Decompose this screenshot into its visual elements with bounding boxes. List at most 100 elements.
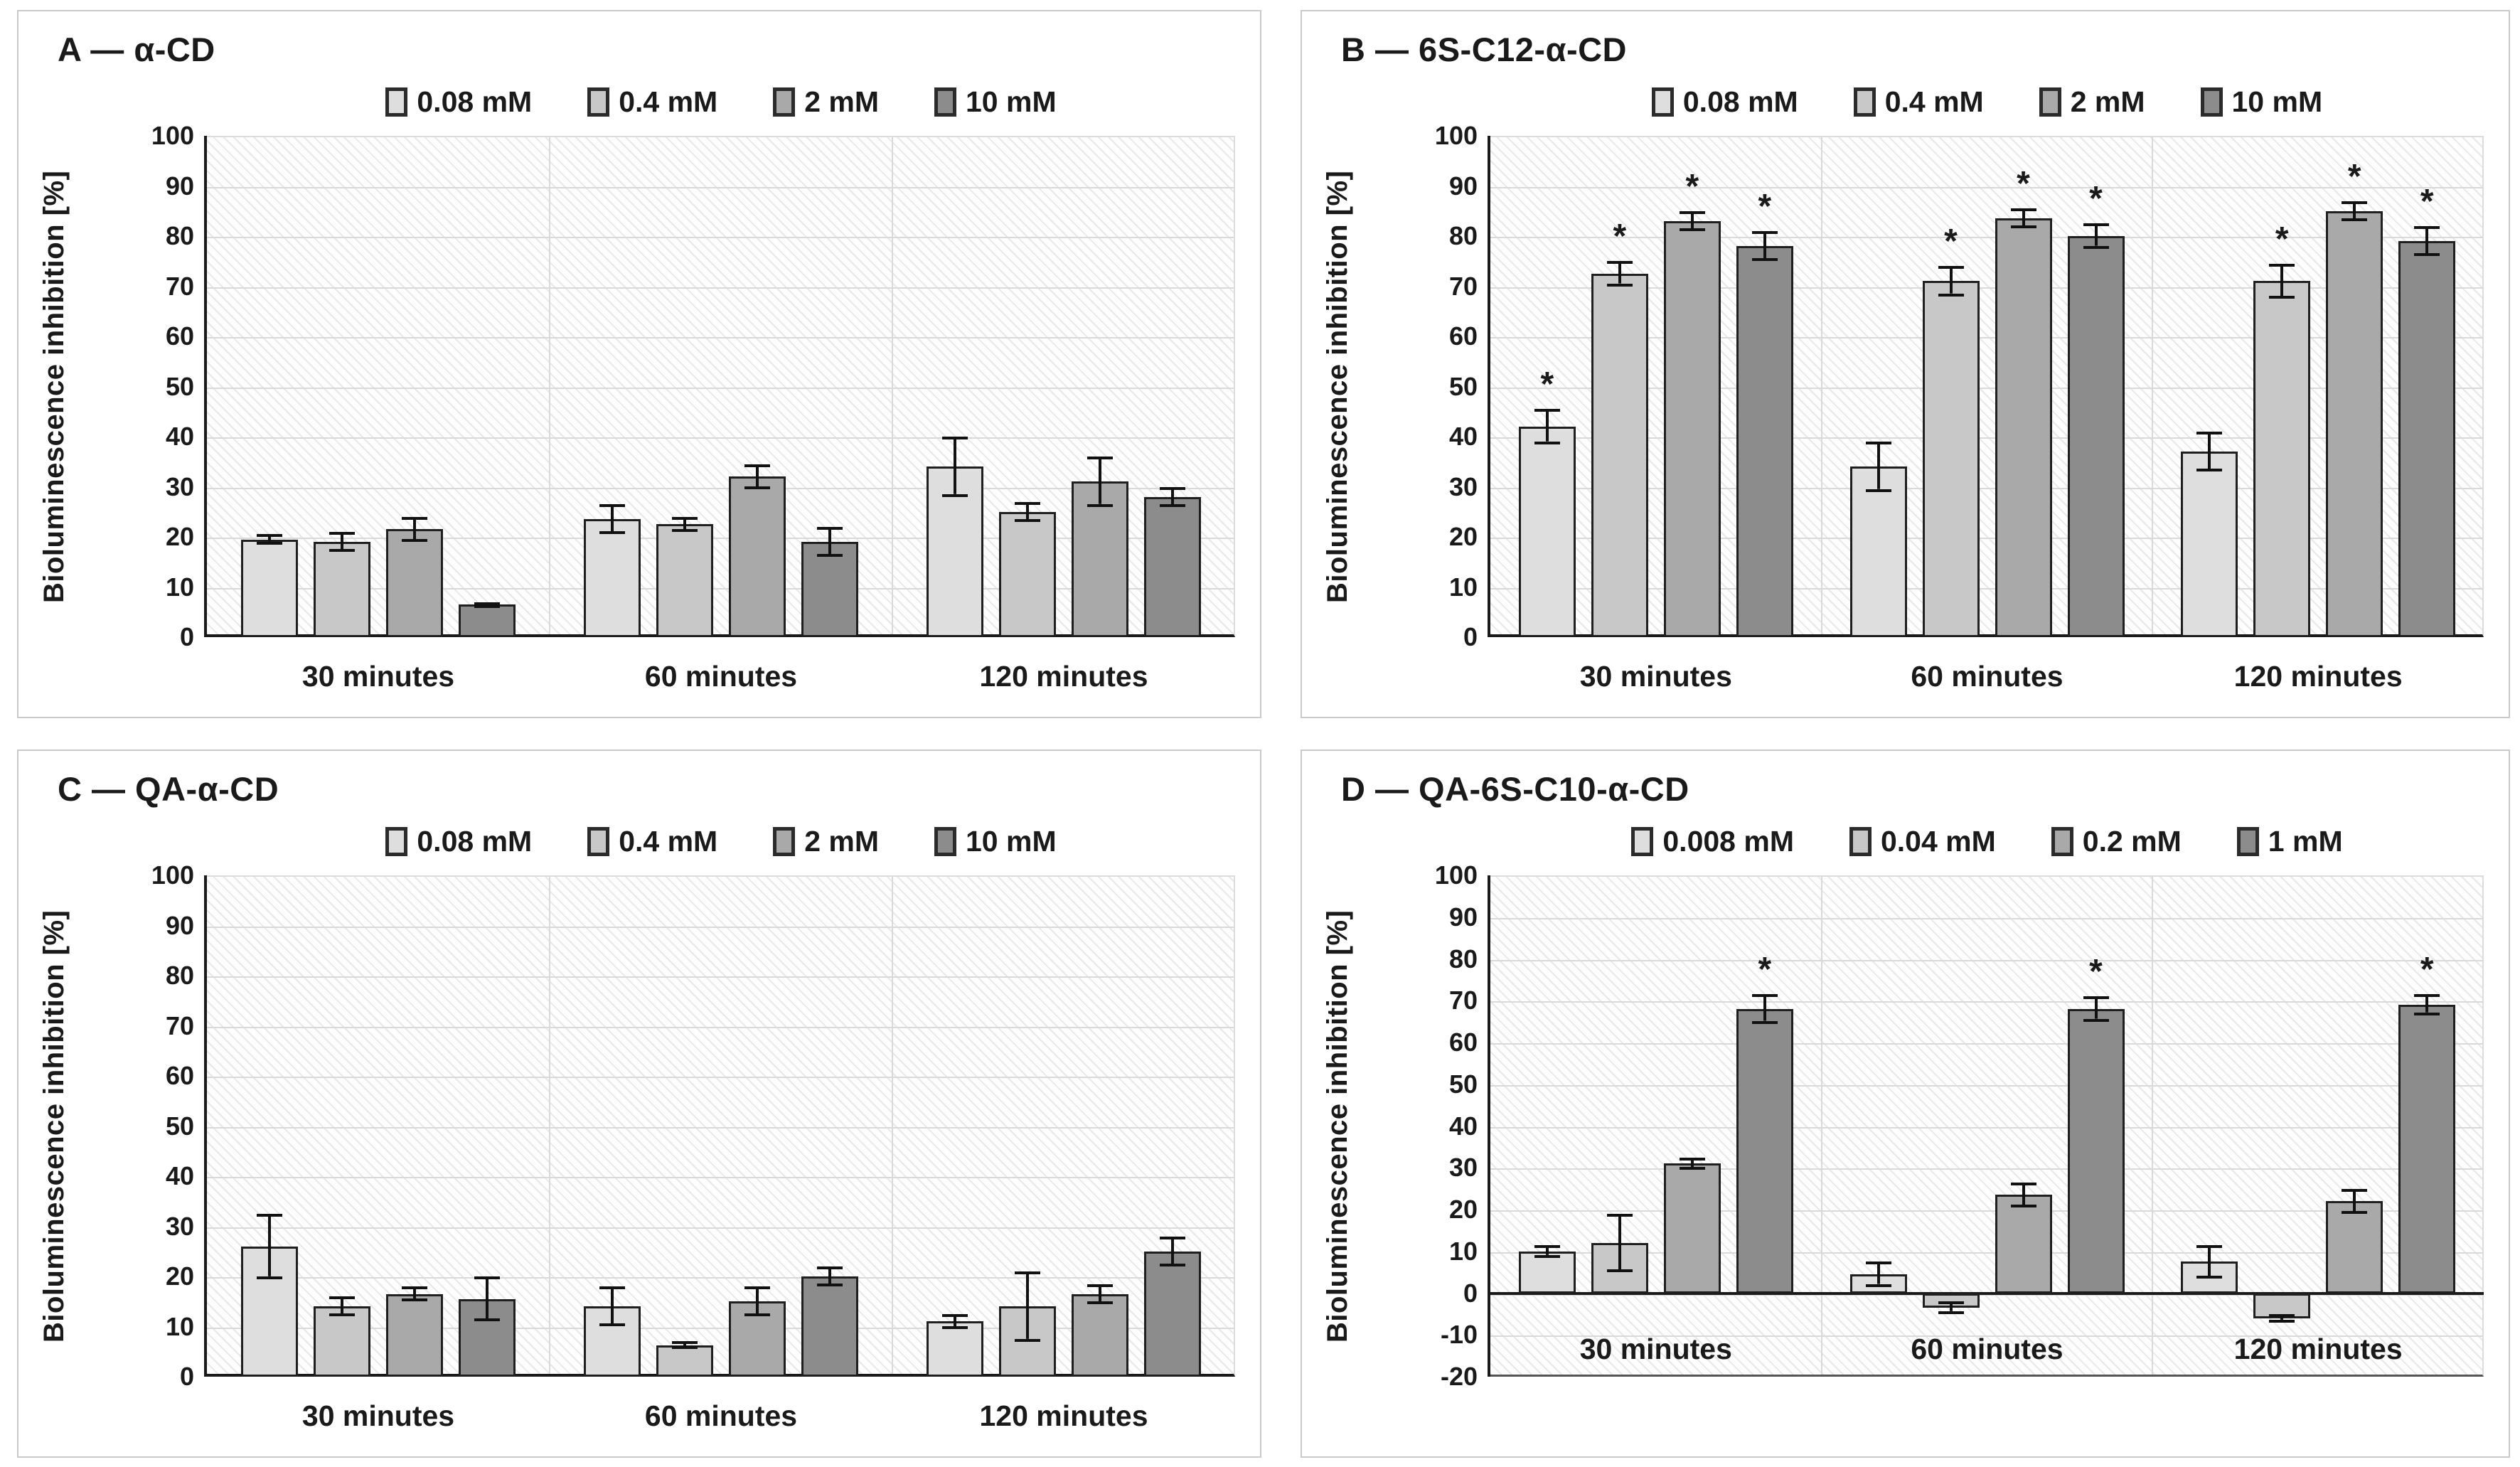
error-bar	[1087, 1284, 1113, 1304]
significance-star: *	[2347, 157, 2361, 196]
gridline-h	[207, 976, 1234, 978]
legend-item: 0.08 mM	[385, 85, 532, 119]
y-tick-label: 100	[151, 121, 194, 150]
error-bar	[1160, 1236, 1185, 1266]
y-tick-label: 100	[1434, 860, 1478, 890]
legend-label: 2 mM	[2070, 85, 2145, 118]
y-tick-label: 60	[1448, 1028, 1478, 1057]
bar	[1072, 481, 1128, 637]
gridline-h	[1490, 186, 2482, 188]
bar	[2326, 210, 2383, 637]
y-tick-label: 50	[165, 371, 194, 401]
panel-title: C — QA-α-CD	[58, 770, 279, 808]
error-bar	[329, 1296, 355, 1317]
bar	[1518, 1251, 1576, 1293]
plot-area	[1490, 136, 2484, 637]
bar	[1144, 1251, 1201, 1377]
gridline-h	[207, 487, 1234, 489]
y-tick-label: 90	[1448, 902, 1478, 932]
y-axis-line	[1488, 875, 1490, 1377]
legend-swatch	[1849, 827, 1872, 856]
gridline-h	[1490, 287, 2482, 289]
y-tick-label: 40	[165, 1161, 194, 1190]
category-label: 60 minutes	[644, 660, 798, 693]
category-label: 30 minutes	[1579, 1333, 1732, 1365]
legend: 0.08 mM 0.4 mM 2 mM 10 mM	[207, 825, 1235, 858]
y-tick-label: 90	[1448, 171, 1478, 201]
legend-swatch	[587, 827, 610, 856]
legend-swatch	[1651, 87, 1674, 117]
error-bar	[329, 531, 355, 553]
legend-item: 0.4 mM	[587, 825, 717, 858]
legend-swatch	[2051, 827, 2073, 856]
y-axis-line	[204, 875, 207, 1377]
gridline-h	[207, 1327, 1234, 1329]
y-tick-label: 0	[1463, 1278, 1478, 1308]
gridline-h	[1490, 917, 2482, 919]
y-tick-label: 70	[165, 271, 194, 301]
legend-item: 2 mM	[2039, 85, 2145, 119]
bar	[2067, 1009, 2125, 1293]
y-tick-label: 0	[179, 1362, 194, 1391]
category-label: 60 minutes	[1911, 1333, 2063, 1365]
bar	[1736, 1009, 1793, 1293]
significance-star: *	[2420, 951, 2434, 989]
error-bar	[1865, 442, 1891, 492]
significance-star: *	[2017, 165, 2030, 203]
legend-label: 10 mM	[966, 825, 1057, 858]
significance-star: *	[1944, 223, 1958, 261]
bar	[386, 1293, 443, 1377]
legend-swatch	[385, 87, 408, 117]
significance-star: *	[1685, 167, 1699, 206]
y-axis-title: Bioluminescence inhibition [%]	[38, 170, 70, 603]
y-tick-label: 90	[165, 910, 194, 940]
legend-swatch	[773, 827, 796, 856]
gridline-h	[207, 1277, 1234, 1279]
gridline-h	[1490, 337, 2482, 338]
legend-item: 0.2 mM	[2051, 825, 2182, 858]
y-tick-label: 30	[165, 1211, 194, 1241]
category-label: 120 minutes	[2233, 1333, 2403, 1365]
gridline-h	[1490, 587, 2482, 590]
legend-item: 0.04 mM	[1849, 825, 1996, 858]
y-tick-label: 100	[1434, 121, 1478, 150]
gridline-v	[892, 877, 893, 1374]
y-tick-label: 70	[1448, 986, 1478, 1015]
bar	[2398, 1005, 2456, 1293]
bar	[1736, 246, 1793, 637]
gridline-v	[1820, 137, 1822, 634]
y-axis-line	[1488, 136, 1490, 637]
error-bar	[599, 1286, 625, 1327]
y-tick-label: 40	[1448, 422, 1478, 451]
bar	[801, 1276, 858, 1377]
legend-swatch	[587, 87, 610, 117]
bar	[2326, 1201, 2383, 1293]
legend-label: 0.4 mM	[619, 85, 718, 118]
gridline-h	[1490, 538, 2482, 539]
chart-panel-b: B — 6S-C12-α-CD 0.08 mM 0.4 mM 2 mM 10 mM 10…	[1301, 10, 2510, 718]
gridline-h	[207, 1227, 1234, 1229]
legend-swatch	[385, 827, 408, 856]
gridline-v	[549, 877, 550, 1374]
error-bar	[1087, 457, 1113, 507]
chart-panel-c: C — QA-α-CD 0.08 mM 0.4 mM 2 mM 10 mM 100 90 8…	[17, 749, 1261, 1458]
error-bar	[1938, 266, 1964, 297]
bar	[927, 1321, 983, 1377]
y-tick-label: 100	[151, 860, 194, 890]
category-label: 30 minutes	[1579, 660, 1732, 693]
bar	[314, 1306, 370, 1377]
y-tick-label: 60	[165, 1061, 194, 1090]
significance-star: *	[2089, 180, 2103, 218]
error-bar	[1751, 230, 1778, 262]
gridline-h	[207, 186, 1234, 188]
significance-star: *	[2089, 953, 2103, 991]
y-axis-title: Bioluminescence inhibition [%]	[1322, 909, 1353, 1343]
y-tick-label: 10	[165, 1311, 194, 1341]
y-tick-label: 40	[165, 422, 194, 451]
category-label: 60 minutes	[1911, 660, 2063, 693]
legend-label: 0.08 mM	[1682, 85, 1798, 118]
y-tick-label: 20	[165, 1261, 194, 1291]
error-bar	[1865, 1261, 1891, 1287]
gridline-v	[2152, 877, 2154, 1375]
bar	[1995, 1195, 2052, 1293]
